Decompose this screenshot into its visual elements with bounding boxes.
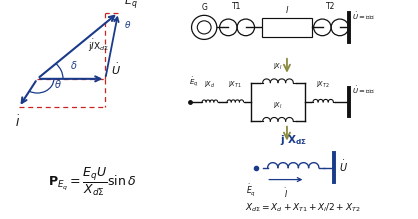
Text: $\dot{U}$: $\dot{U}$ <box>111 62 121 77</box>
Text: $l$: $l$ <box>285 4 289 15</box>
Text: j$X_l$: j$X_l$ <box>273 62 283 72</box>
Text: j$X_l$: j$X_l$ <box>273 100 283 111</box>
Text: $\dot{I}$: $\dot{I}$ <box>284 186 288 200</box>
Text: $\mathbf{P}_{E_q} = \dfrac{E_q U}{X_{d\Sigma}} \sin\delta$: $\mathbf{P}_{E_q} = \dfrac{E_q U}{X_{d\S… <box>48 166 137 198</box>
Text: $\dot{U}=$定值: $\dot{U}=$定值 <box>352 84 375 95</box>
Text: j$\dot{I}$X$_{d\Sigma}$: j$\dot{I}$X$_{d\Sigma}$ <box>88 38 110 54</box>
Text: j $\mathbf{X_{d\Sigma}}$: j $\mathbf{X_{d\Sigma}}$ <box>280 133 307 147</box>
Bar <box>262 18 312 37</box>
Text: G: G <box>201 3 207 12</box>
Text: j$X_d$: j$X_d$ <box>204 80 216 90</box>
Text: $\dot{I}$: $\dot{I}$ <box>15 113 20 129</box>
Text: T1: T1 <box>232 2 242 11</box>
Text: $\dot{U}$: $\dot{U}$ <box>339 159 348 174</box>
Text: j$X_{T2}$: j$X_{T2}$ <box>316 80 330 90</box>
Text: $\dot{E}_q$: $\dot{E}_q$ <box>124 0 138 11</box>
Text: T2: T2 <box>326 2 336 11</box>
Text: $X_{d\Sigma} = X_d + X_{T1} + X_l / 2 + X_{T2}$: $X_{d\Sigma} = X_d + X_{T1} + X_l / 2 + … <box>245 202 361 214</box>
Text: j$X_{T1}$: j$X_{T1}$ <box>228 80 242 90</box>
Text: $\dot{E}_q$: $\dot{E}_q$ <box>246 182 256 198</box>
Text: $\delta$: $\delta$ <box>70 59 78 71</box>
Text: $\dot{E}_q$: $\dot{E}_q$ <box>189 76 199 90</box>
Text: $\dot{U}=$定值: $\dot{U}=$定值 <box>352 10 375 21</box>
Text: $\theta$: $\theta$ <box>54 78 61 90</box>
Text: $\theta$: $\theta$ <box>124 19 131 30</box>
